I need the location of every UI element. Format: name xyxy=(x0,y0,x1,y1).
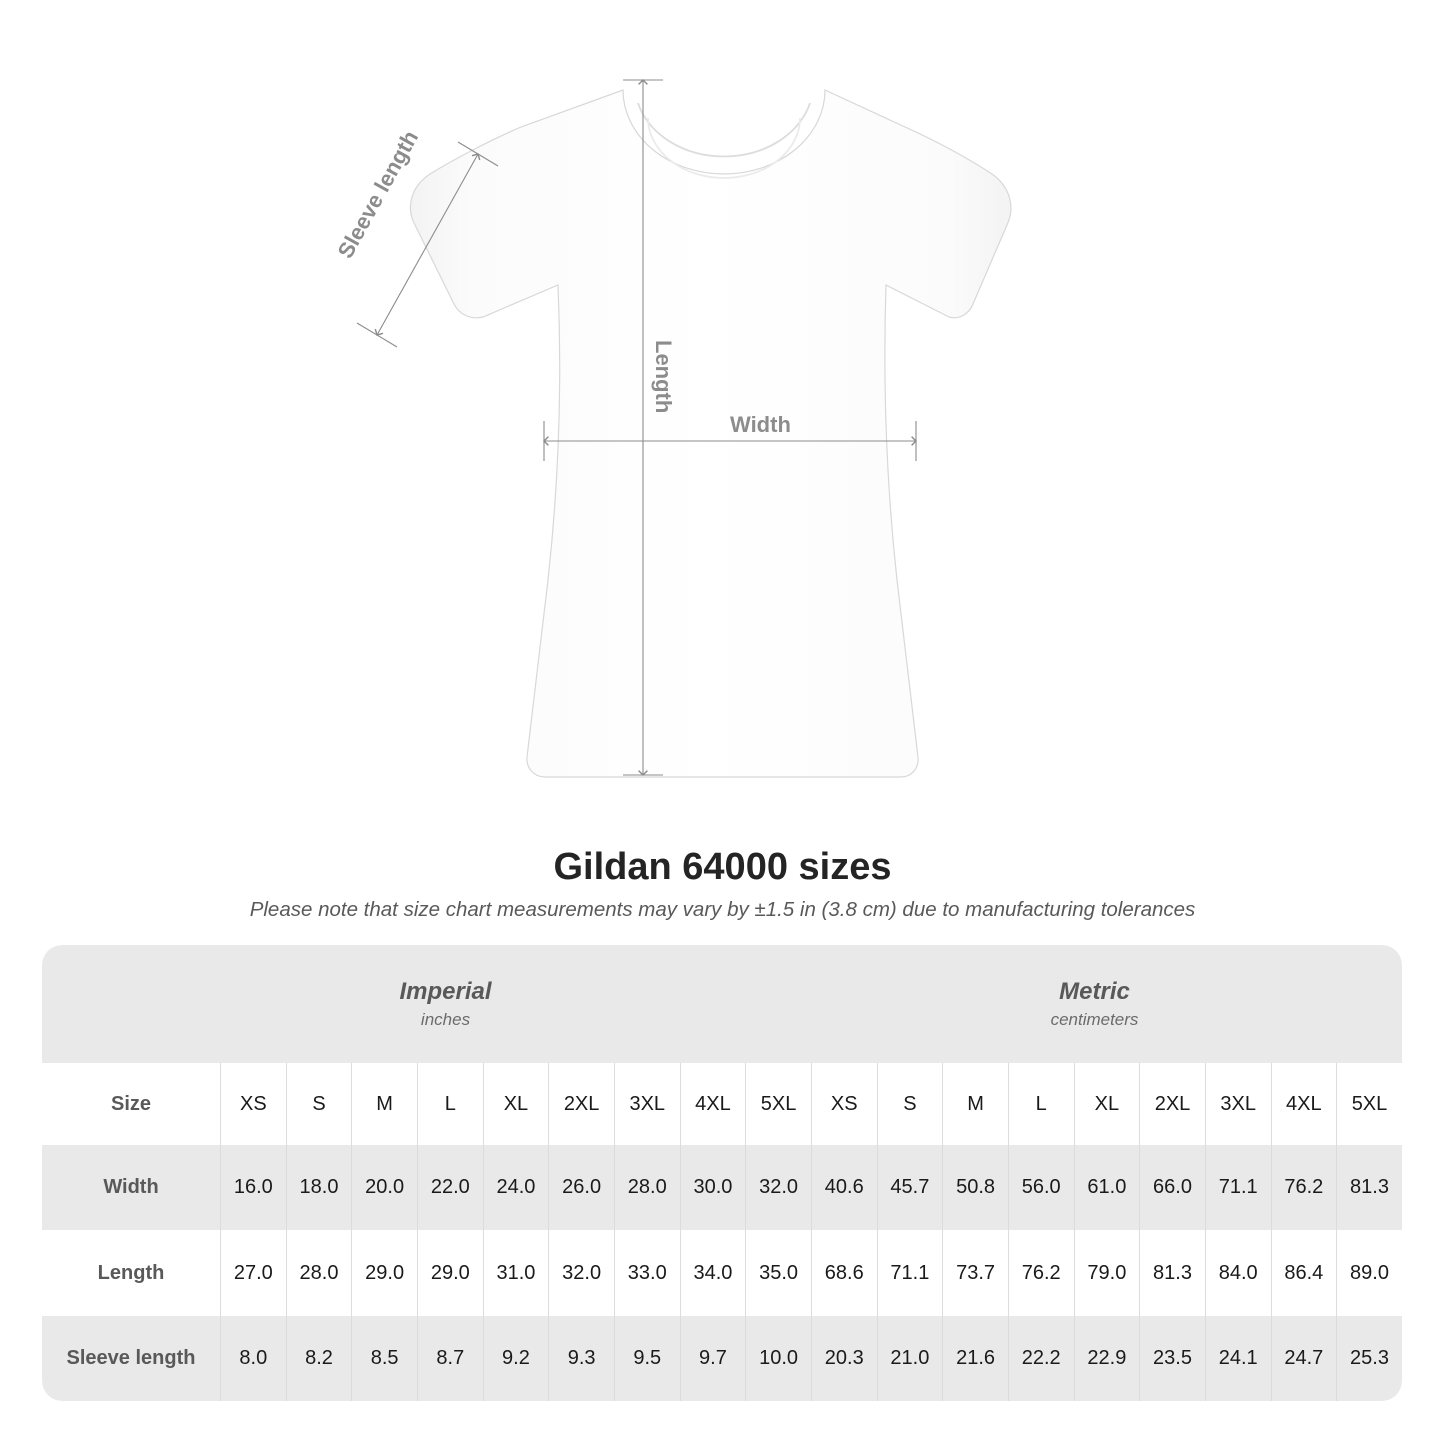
svg-text:Sleeve length: Sleeve length xyxy=(333,126,424,262)
svg-text:Length: Length xyxy=(651,340,676,413)
svg-text:Width: Width xyxy=(730,412,791,437)
